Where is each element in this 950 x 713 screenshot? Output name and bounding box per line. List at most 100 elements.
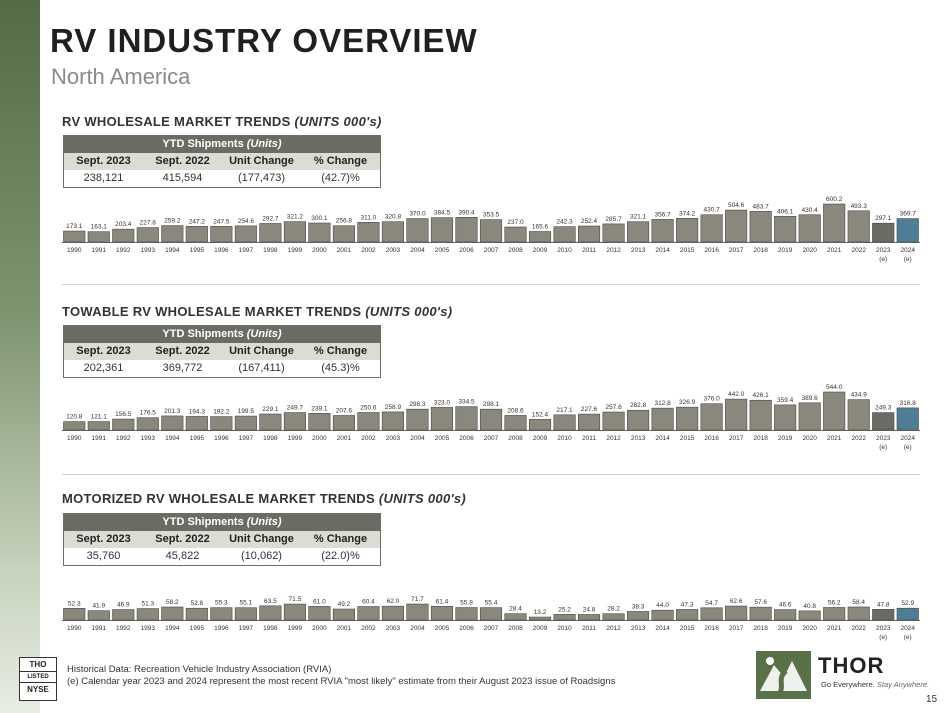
bar-1991 (87, 421, 110, 431)
value-label-1990: 52.3 (68, 600, 81, 607)
bar-2003 (381, 411, 404, 431)
x-tick-2021: 2021 (827, 625, 842, 632)
bar-2001 (332, 225, 355, 243)
bar-2011 (577, 413, 601, 431)
x-tick-2023: 2023 (876, 625, 891, 632)
value-label-2007: 55.4 (485, 600, 498, 607)
logo-listed: LISTED (20, 671, 56, 683)
x-tick-2008: 2008 (508, 435, 523, 442)
col-sept-2022: Sept. 2022 (155, 533, 210, 545)
col-pct-change: % Change (313, 155, 368, 167)
sidebar-accent (0, 0, 40, 713)
x-tick-1992: 1992 (116, 625, 131, 632)
thor-logo-mark (756, 651, 811, 699)
bar-2007 (479, 607, 503, 621)
ytd-table-motorized: YTD Shipments (Units) Sept. 2023 Sept. 2… (63, 513, 381, 566)
value-label-1997: 199.5 (238, 408, 255, 415)
x-tick-2024: 2024 (901, 247, 916, 254)
x-tick-1996: 1996 (214, 435, 229, 442)
footnote: Historical Data: Recreation Vehicle Indu… (67, 664, 615, 688)
value-label-1997: 254.6 (238, 218, 255, 225)
value-label-2012: 285.7 (605, 216, 622, 223)
x-tick-2009: 2009 (533, 625, 548, 632)
x-tick-2003: 2003 (386, 625, 401, 632)
x-tick-2011: 2011 (582, 247, 596, 254)
col-unit-change: Unit Change (229, 533, 294, 545)
x-tick-note-2023: (e) (879, 444, 887, 451)
ytd-header-label: YTD Shipments (162, 138, 247, 150)
bar-2006 (455, 607, 478, 621)
x-tick-1994: 1994 (165, 247, 180, 254)
ytd-table-rv: YTD Shipments (Units) Sept. 2023 Sept. 2… (63, 135, 381, 188)
bar-2003 (381, 221, 404, 243)
section-title-main: RV WHOLESALE MARKET TRENDS (62, 114, 295, 129)
bar-1995 (185, 226, 208, 243)
value-label-1993: 227.8 (140, 220, 157, 227)
value-label-2006: 55.8 (460, 600, 473, 607)
value-label-2004: 298.3 (409, 401, 426, 408)
bar-2005 (430, 605, 454, 621)
x-tick-2003: 2003 (386, 435, 401, 442)
val-sept-2023: 202,361 (83, 362, 124, 374)
x-tick-1990: 1990 (67, 625, 82, 632)
x-tick-2000: 2000 (312, 625, 327, 632)
bar-2000 (308, 222, 331, 243)
bar-2012 (602, 411, 625, 431)
bar-1997 (234, 415, 257, 431)
bar-2016 (700, 403, 723, 431)
value-label-2016: 54.7 (705, 600, 718, 607)
x-tick-1993: 1993 (141, 247, 156, 254)
value-label-2005: 384.5 (434, 210, 451, 217)
x-tick-1999: 1999 (288, 625, 303, 632)
x-tick-2022: 2022 (851, 247, 866, 254)
bar-1991 (87, 610, 110, 621)
value-label-2001: 49.2 (338, 601, 351, 608)
x-tick-2006: 2006 (459, 625, 474, 632)
bar-2018 (749, 211, 772, 243)
x-tick-2012: 2012 (606, 435, 621, 442)
ytd-value-row: 238,121 415,594 (177,473) (42.7)% (64, 170, 380, 187)
x-tick-1998: 1998 (263, 247, 278, 254)
value-label-2006: 334.5 (458, 399, 475, 406)
x-tick-2010: 2010 (557, 625, 572, 632)
page-subtitle: North America (51, 64, 191, 89)
section-title-units: (UNITS 000's) (294, 114, 382, 129)
value-label-2007: 353.5 (483, 212, 500, 219)
val-pct-change: (22.0)% (321, 550, 360, 562)
value-label-2010: 242.3 (556, 219, 573, 226)
x-tick-2016: 2016 (704, 247, 719, 254)
x-tick-2001: 2001 (337, 625, 352, 632)
bar-2023 (872, 609, 895, 621)
value-label-1995: 194.3 (189, 408, 206, 415)
x-tick-2006: 2006 (459, 435, 474, 442)
x-tick-2017: 2017 (729, 625, 744, 632)
x-tick-2016: 2016 (704, 435, 719, 442)
tagline-em: Stay Anywhere. (876, 680, 930, 689)
value-label-2004: 71.7 (411, 596, 424, 603)
x-tick-2023: 2023 (876, 435, 891, 442)
value-label-2013: 282.8 (630, 402, 647, 409)
x-tick-2020: 2020 (802, 625, 817, 632)
bar-2007 (479, 219, 503, 243)
bar-2012 (602, 223, 625, 243)
val-sept-2022: 369,772 (162, 362, 203, 374)
bar-2021 (823, 203, 846, 243)
thor-tagline: Go Everywhere. Stay Anywhere. (821, 680, 929, 689)
value-label-2010: 217.1 (556, 407, 573, 414)
value-label-1998: 229.1 (262, 406, 279, 413)
x-tick-2004: 2004 (410, 625, 425, 632)
value-label-2020: 389.6 (802, 395, 819, 402)
x-tick-2011: 2011 (582, 625, 596, 632)
col-pct-change: % Change (313, 533, 368, 545)
value-label-2018: 57.6 (754, 599, 767, 606)
value-label-1998: 63.5 (264, 598, 277, 605)
ytd-label-row: Sept. 2023 Sept. 2022 Unit Change % Chan… (64, 153, 380, 170)
x-tick-1995: 1995 (190, 247, 205, 254)
x-tick-note-2024: (e) (904, 444, 912, 451)
value-label-2009: 152.4 (532, 411, 549, 418)
bar-1996 (210, 607, 233, 621)
x-tick-1991: 1991 (92, 247, 107, 254)
x-tick-2005: 2005 (435, 247, 450, 254)
bar-1999 (283, 221, 306, 243)
x-tick-2024: 2024 (901, 625, 916, 632)
